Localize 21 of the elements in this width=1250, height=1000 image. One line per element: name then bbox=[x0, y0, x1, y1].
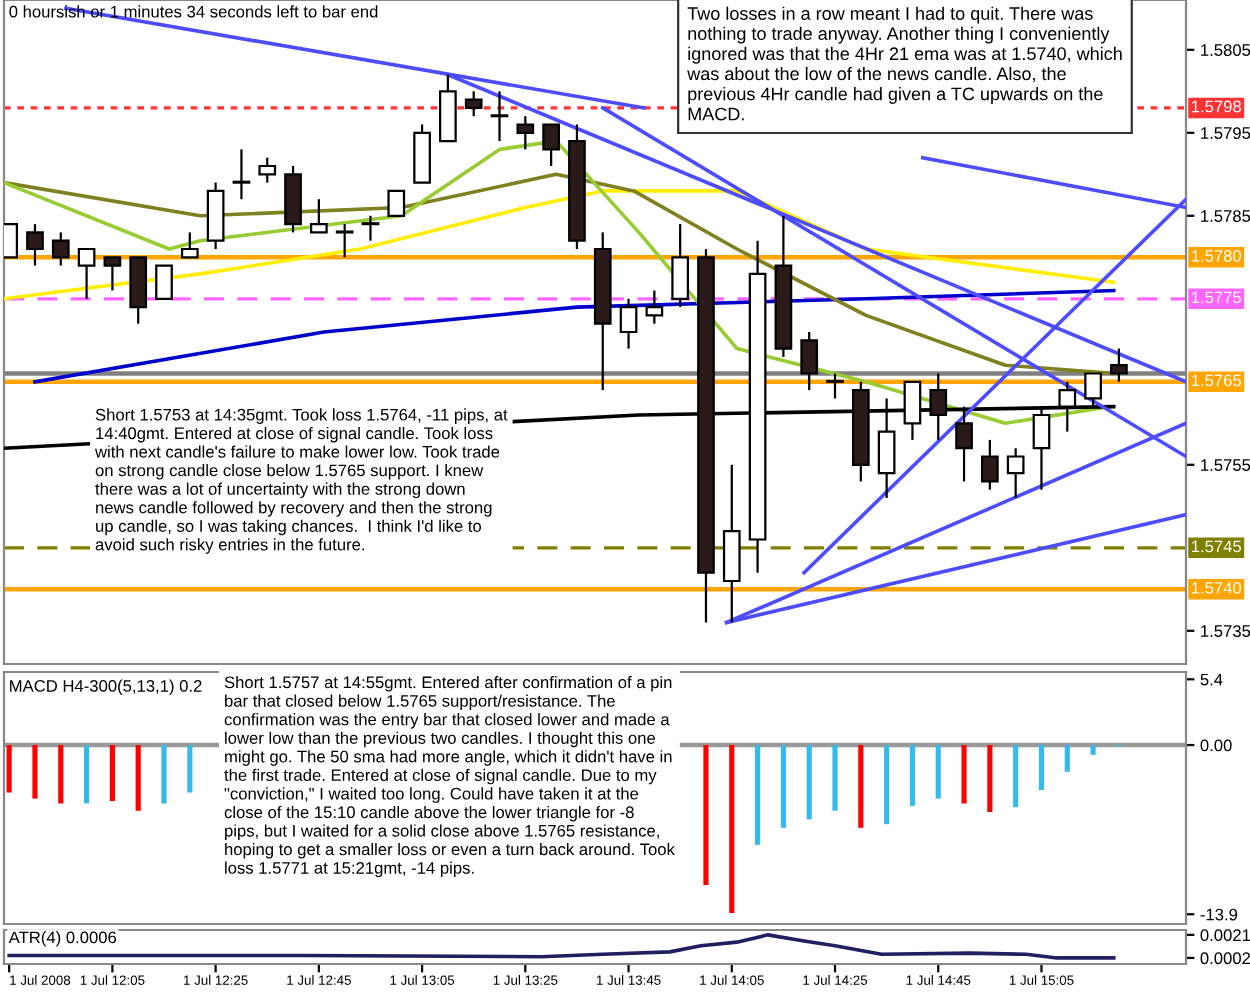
y-tick-label: 0.00 bbox=[1200, 739, 1232, 752]
y-tick-label: 5.4 bbox=[1200, 673, 1223, 686]
y-tick-label: 1.5795 bbox=[1201, 127, 1250, 139]
ref-line-label: 1.5775 bbox=[1192, 291, 1242, 304]
y-tick-label: -13.9 bbox=[1200, 908, 1238, 921]
y-tick-label: 0.0021 bbox=[1200, 929, 1250, 942]
y-tick-label: 1.5735 bbox=[1201, 625, 1250, 637]
chart-title: ATR(4) 0.0006 bbox=[8, 931, 117, 947]
ref-line-label: 1.5798 bbox=[1192, 100, 1241, 113]
annotation: Short 1.5753 at 14:35gmt. Took loss 1.5764, -11 pips, at 14:40gmt. Entered at close of signal candle. Took loss with next candle's failure to make lower low. Took trade on strong candle close below 1.5765 support. I knew there was a lot of uncertainty with the strong down news candle followed by recovery and then the strong up candle, so I was taking chances. I think I'd like to avoid such risky entries in the future. bbox=[94, 408, 508, 554]
annotation: Two losses in a row meant I had to quit. There was nothing to trade anyway. Another thing I conveniently ignored was that the 4Hr 21 ema was at 1.5740, which was about the low of the news candle. Also, the previous 4Hr candle had given a TC upwards on the MACD. bbox=[687, 6, 1122, 121]
ref-line-label: 1.5745 bbox=[1192, 540, 1242, 553]
y-tick-label: 1.5805 bbox=[1201, 44, 1250, 56]
chart-title: MACD H4-300(5,13,1) 0.2 bbox=[10, 679, 202, 696]
ref-line-label: 1.5765 bbox=[1192, 374, 1242, 387]
text: Short 1.5757 at 14:55gmt. Entered after confirmation of a pin bar that closed below 1.5765 support/resistance. The confirmation was the entry bar that closed lower and made a lower low than the previous two candles. I thought this one might go. The 50 sma had more angle, which it didn't have in the first trade. Entered at close of signal candle. Due to my "conviction," I waited too long. Could have taken it at the close of the 15:10 candle above the lower triangle for -8 pips, but I waited for a solid close above 1.5765 resistance, hoping to get a smaller loss or even a turn back around. Took loss 1.5771 at 15:21gmt, -14 pips. bbox=[224, 676, 675, 878]
y-tick-label: 1.5785 bbox=[1201, 210, 1250, 222]
ref-line-label: 1.5780 bbox=[1192, 249, 1242, 262]
y-tick-label: 1.5755 bbox=[1201, 459, 1250, 471]
y-tick-label: 0.0002 bbox=[1200, 952, 1250, 965]
ref-line-label: 1.5740 bbox=[1192, 581, 1242, 594]
